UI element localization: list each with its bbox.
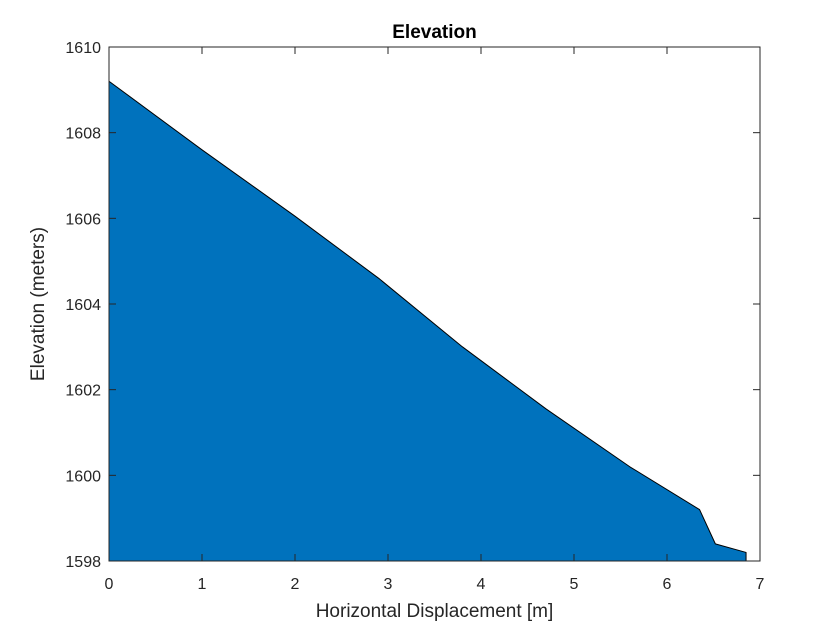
plot-layer xyxy=(108,80,747,562)
y-tick-label-1606: 1606 xyxy=(65,211,101,228)
y-axis-label: Elevation (meters) xyxy=(28,227,49,381)
y-tick-label-1600: 1600 xyxy=(65,468,101,485)
y-tick-label-1610: 1610 xyxy=(65,40,101,57)
y-tick-label-1598: 1598 xyxy=(65,554,101,571)
y-tick-label-1608: 1608 xyxy=(65,126,101,143)
tick-layer: 0 1 2 3 4 5 6 7 1598 1600 1602 1604 1606 1608 1610 xyxy=(65,40,764,593)
x-tick-label-0: 0 xyxy=(105,576,114,593)
x-tick-label-7: 7 xyxy=(756,576,765,593)
elevation-area-series-0 xyxy=(108,80,747,562)
x-tick-label-2: 2 xyxy=(291,576,300,593)
x-tick-label-4: 4 xyxy=(477,576,486,593)
y-tick-label-1602: 1602 xyxy=(65,383,101,400)
x-axis-label: Horizontal Displacement [m] xyxy=(316,601,554,622)
chart-title: Elevation xyxy=(392,22,476,43)
x-tick-label-1: 1 xyxy=(198,576,207,593)
x-tick-label-5: 5 xyxy=(570,576,579,593)
x-tick-label-6: 6 xyxy=(663,576,672,593)
x-tick-label-3: 3 xyxy=(384,576,393,593)
y-tick-label-1604: 1604 xyxy=(65,297,101,314)
